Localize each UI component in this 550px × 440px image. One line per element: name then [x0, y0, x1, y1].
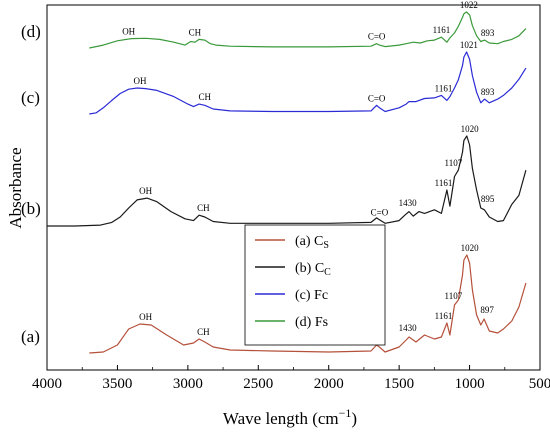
peak-label: OH: [139, 186, 152, 196]
legend-label-main: (a) C: [295, 234, 323, 249]
peak-label: CH: [197, 203, 210, 213]
peak-label: 1161: [433, 25, 451, 35]
peak-label: 893: [481, 87, 495, 97]
x-tick-label: 3500: [102, 376, 132, 392]
legend-label-d: (d) Fs: [295, 315, 328, 330]
legend-box: [244, 224, 386, 346]
peak-label: OH: [139, 312, 152, 322]
x-axis-title-close: ): [351, 409, 357, 428]
series-line-c: [89, 51, 527, 115]
peak-label: OH: [122, 26, 135, 36]
peak-label: 1107: [445, 158, 463, 168]
peak-label: 1430: [399, 323, 418, 333]
series-line-b: [47, 135, 527, 227]
x-axis-ticks: 4000 3500 3000 2500 2000 1500 1000 500: [32, 365, 550, 392]
peak-label: 1161: [435, 311, 453, 321]
series-tag-b: (b): [21, 199, 41, 218]
peak-label: 1020: [461, 124, 480, 134]
x-axis-title-main: Wave length (cm: [223, 409, 339, 428]
peak-label: 1022: [460, 0, 478, 10]
series-line-a: [89, 254, 527, 354]
peak-label: 1021: [460, 40, 478, 50]
peak-label: 1161: [435, 178, 453, 188]
peak-label: C=O: [368, 32, 386, 42]
legend: (a) CS (b) CC (c) Fc (d) Fs: [244, 224, 386, 346]
peak-label: C=O: [371, 208, 389, 218]
x-tick-label: 500: [529, 376, 550, 392]
legend-label-main: (b) C: [295, 261, 324, 276]
legend-label-a: (a) CS: [295, 234, 329, 251]
legend-label-main: (d) Fs: [295, 315, 328, 330]
x-tick-label: 4000: [32, 376, 62, 392]
x-axis-title: Wave length (cm−1): [223, 406, 357, 428]
peak-label: CH: [189, 27, 202, 37]
legend-label-sub: C: [324, 267, 331, 278]
peak-label: 1020: [461, 243, 480, 253]
peak-label: CH: [197, 327, 210, 337]
peak-label: CH: [199, 92, 212, 102]
x-tick-label: 2000: [314, 376, 344, 392]
legend-label-main: (c) Fc: [295, 288, 328, 303]
peak-label: 1107: [445, 291, 463, 301]
legend-label-b: (b) CC: [295, 261, 331, 278]
peak-label: 895: [481, 194, 495, 204]
series-tag-c: (c): [21, 88, 40, 107]
peak-label: 897: [480, 305, 494, 315]
peak-label: C=O: [368, 93, 386, 103]
legend-label-sub: S: [323, 240, 329, 251]
x-tick-label: 1000: [455, 376, 485, 392]
peak-label: 893: [481, 28, 495, 38]
series-line-d: [89, 11, 527, 49]
series-tag-d: (d): [21, 22, 41, 41]
y-axis-title: Absorbance: [6, 147, 25, 228]
peak-label: 1430: [399, 198, 418, 208]
x-tick-label: 3000: [173, 376, 203, 392]
series-group: [47, 11, 527, 354]
x-axis-title-sup: −1: [339, 406, 352, 420]
peak-label: OH: [133, 76, 146, 86]
legend-label-c: (c) Fc: [295, 288, 328, 303]
x-tick-label: 1500: [384, 376, 414, 392]
peak-label: 1161: [435, 83, 453, 93]
series-tag-a: (a): [21, 327, 40, 346]
x-tick-label: 2500: [243, 376, 273, 392]
